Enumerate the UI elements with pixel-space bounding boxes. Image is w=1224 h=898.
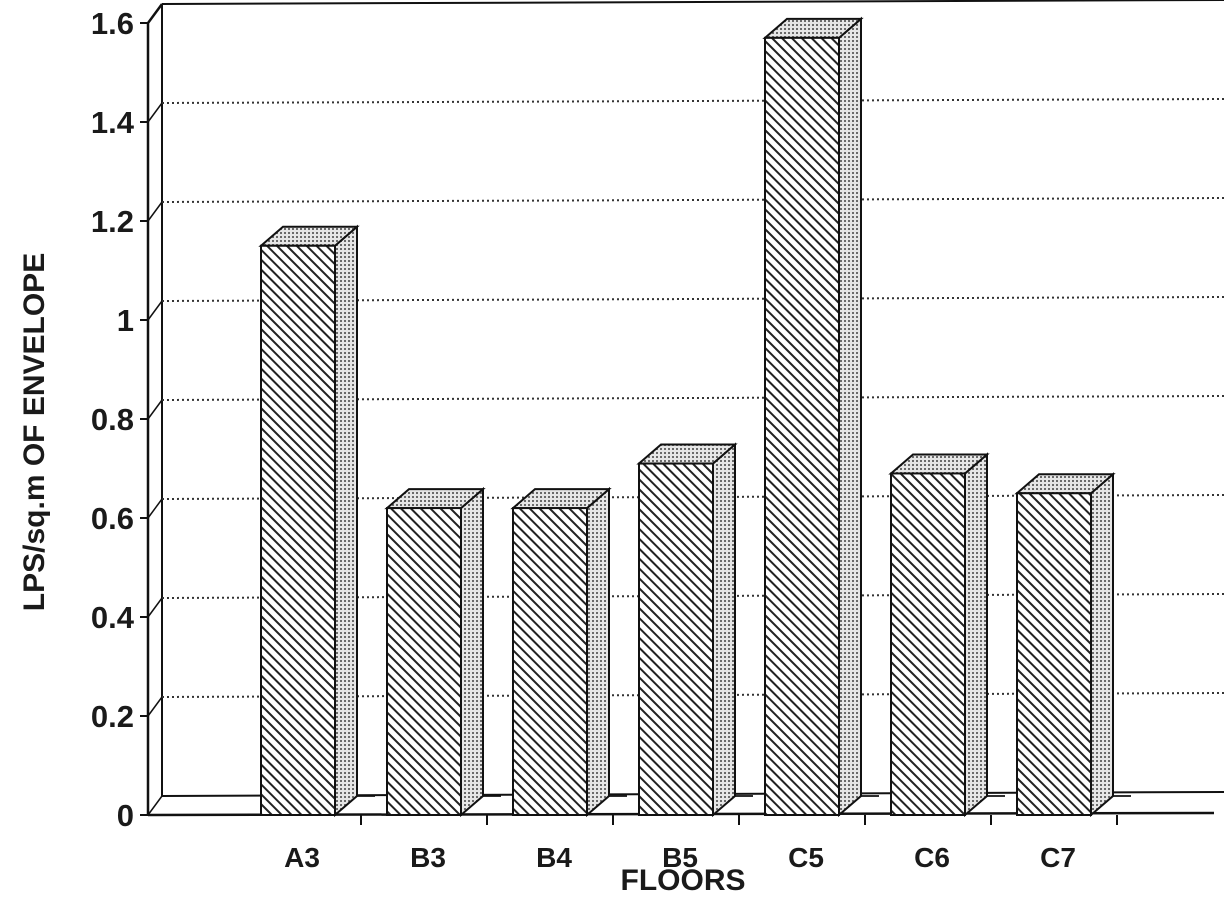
depth-tick [147,300,163,321]
y-tick-label: 0.2 [91,699,134,734]
x-tick-label: C7 [1040,842,1076,873]
y-tick-label: 1 [117,303,134,338]
y-tick-label: 1.2 [91,204,134,239]
x-tick-label: C6 [914,842,950,873]
x-tick-labels: A3 B3 B4 B5 C5 C6 C7 [284,815,1118,873]
bar-side-face [964,452,988,818]
bar-side-face [460,486,484,818]
y-tick-label: 0 [117,798,134,833]
bar-front-face [1016,492,1092,816]
x-tick-label: B5 [662,842,698,873]
back-wall-top-edge [161,0,1224,5]
y-tick-label: 0.6 [91,501,134,536]
bar-front-face [638,462,714,816]
y-tick-label: 0.8 [91,402,134,437]
bar-c7 [1014,472,1131,818]
bar-front-face [386,507,462,816]
depth-tick [147,795,163,816]
gridline [161,296,1224,302]
bar-front-face [890,472,966,816]
bar-side-face [586,486,610,818]
y-axis-title: LPS/sq.m OF ENVELOPE [18,253,51,611]
depth-tick [147,696,163,717]
depth-tick [147,597,163,618]
bar-side-face [712,442,736,818]
bar-front-face [260,244,336,816]
bar-side-face [334,224,358,818]
y-tick-label: 0.4 [91,600,135,635]
bar-a3 [258,224,375,818]
x-tick-label: A3 [284,842,320,873]
bar-b5 [636,442,753,818]
depth-tick [147,102,163,123]
depth-tick [147,201,163,222]
y-tick-label: 1.4 [91,105,135,140]
bar-front-face [512,507,588,816]
depth-tick [147,3,163,24]
bar-b3 [384,486,501,818]
bar-series [258,16,1131,818]
bar-b4 [510,486,627,818]
x-tick-label: B3 [410,842,446,873]
y-tick-labels: 0 0.2 0.4 0.6 0.8 1 1.2 1.4 1.6 [91,6,135,833]
x-axis-title: FLOORS [621,864,746,897]
depth-tick [147,498,163,519]
x-tick-label: C5 [788,842,824,873]
gridline [161,395,1224,401]
bar-c5 [762,16,879,818]
bar-c6 [888,452,1005,818]
gridline [161,197,1224,203]
depth-tick [147,399,163,420]
gridline [161,98,1224,104]
bar-side-face [838,16,862,818]
bar-side-face [1090,472,1114,818]
bar-front-face [764,36,840,817]
x-tick-label: B4 [536,842,572,873]
y-tick-label: 1.6 [91,6,134,41]
